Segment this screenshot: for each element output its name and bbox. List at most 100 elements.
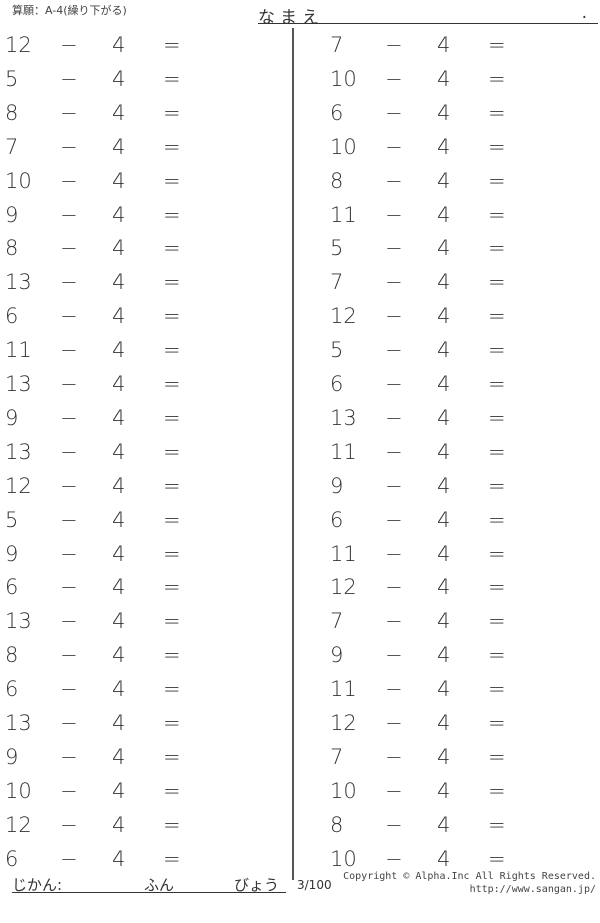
equals-sign: = bbox=[488, 236, 506, 261]
minus-sign: − bbox=[60, 202, 78, 227]
minuend: 10 bbox=[330, 846, 357, 871]
minuend: 7 bbox=[330, 609, 344, 634]
minus-sign: − bbox=[60, 711, 78, 735]
minus-sign: − bbox=[60, 575, 78, 600]
problem-row: 6 − 4 = bbox=[330, 372, 530, 402]
minus-sign: − bbox=[60, 372, 78, 396]
subtrahend: 4 bbox=[437, 66, 451, 91]
problem-row: 5 − 4 = bbox=[330, 236, 530, 266]
minuend: 10 bbox=[330, 778, 357, 803]
equals-sign: = bbox=[163, 575, 181, 600]
problem-row: 9 − 4 = bbox=[5, 406, 205, 436]
problem-row: 5 − 4 = bbox=[5, 508, 205, 538]
minus-sign: − bbox=[385, 744, 403, 769]
minus-sign: − bbox=[60, 439, 78, 464]
equals-sign: = bbox=[488, 609, 506, 634]
minuend: 13 bbox=[5, 609, 32, 634]
equals-sign: = bbox=[488, 677, 506, 702]
problem-row: 12 − 4 = bbox=[330, 575, 530, 605]
equals-sign: = bbox=[163, 609, 181, 634]
equals-sign: = bbox=[163, 711, 181, 735]
minus-sign: − bbox=[60, 236, 78, 261]
minus-sign: − bbox=[60, 744, 78, 769]
problem-row: 10 − 4 = bbox=[330, 135, 530, 165]
equals-sign: = bbox=[163, 643, 181, 668]
subtrahend: 4 bbox=[437, 405, 451, 430]
equals-sign: = bbox=[163, 507, 181, 532]
seconds-label: びょう bbox=[234, 876, 280, 894]
minuend: 11 bbox=[330, 541, 357, 566]
minus-sign: − bbox=[385, 66, 403, 91]
subtrahend: 4 bbox=[112, 66, 126, 91]
equals-sign: = bbox=[488, 439, 506, 464]
subtrahend: 4 bbox=[437, 439, 451, 464]
subtrahend: 4 bbox=[437, 575, 451, 600]
minuend: 5 bbox=[5, 66, 19, 91]
minuend: 12 bbox=[330, 304, 357, 329]
equals-sign: = bbox=[488, 744, 506, 769]
problem-row: 13 − 4 = bbox=[5, 711, 205, 741]
equals-sign: = bbox=[163, 677, 181, 702]
minuend: 6 bbox=[330, 372, 344, 396]
minuend: 12 bbox=[330, 711, 357, 735]
equals-sign: = bbox=[488, 812, 506, 837]
equals-sign: = bbox=[488, 33, 506, 57]
subtrahend: 4 bbox=[437, 744, 451, 769]
problem-row: 8 − 4 = bbox=[5, 643, 205, 673]
name-end: . bbox=[581, 3, 592, 23]
minuend: 7 bbox=[330, 744, 344, 769]
equals-sign: = bbox=[488, 338, 506, 363]
problem-row: 5 − 4 = bbox=[330, 338, 530, 368]
minus-sign: − bbox=[385, 439, 403, 464]
minuend: 8 bbox=[5, 643, 19, 668]
minuend: 13 bbox=[5, 439, 32, 464]
minus-sign: − bbox=[385, 711, 403, 735]
problem-row: 11 − 4 = bbox=[330, 542, 530, 572]
subtrahend: 4 bbox=[437, 168, 451, 193]
name-label: なまえ bbox=[258, 8, 324, 28]
equals-sign: = bbox=[163, 744, 181, 769]
subtrahend: 4 bbox=[437, 609, 451, 634]
minuend: 13 bbox=[330, 405, 357, 430]
equals-sign: = bbox=[488, 66, 506, 91]
subtrahend: 4 bbox=[112, 609, 126, 634]
minuend: 13 bbox=[5, 372, 32, 396]
equals-sign: = bbox=[163, 236, 181, 261]
minus-sign: − bbox=[385, 846, 403, 871]
problem-row: 11 − 4 = bbox=[330, 203, 530, 233]
subtrahend: 4 bbox=[437, 846, 451, 871]
minus-sign: − bbox=[60, 812, 78, 837]
minus-sign: − bbox=[385, 304, 403, 329]
minus-sign: − bbox=[60, 541, 78, 566]
equals-sign: = bbox=[488, 846, 506, 871]
equals-sign: = bbox=[488, 473, 506, 498]
minuend: 10 bbox=[5, 778, 32, 803]
minuend: 6 bbox=[5, 575, 19, 600]
name-field[interactable]: なまえ . bbox=[258, 3, 598, 28]
problem-row: 13 − 4 = bbox=[5, 609, 205, 639]
copyright: Copyright © Alpha.Inc All Rights Reserve… bbox=[343, 870, 596, 896]
minuend: 13 bbox=[5, 711, 32, 735]
problem-row: 9 − 4 = bbox=[5, 203, 205, 233]
equals-sign: = bbox=[163, 33, 181, 57]
minus-sign: − bbox=[385, 643, 403, 668]
minuend: 8 bbox=[5, 100, 19, 125]
subtrahend: 4 bbox=[437, 338, 451, 363]
time-label: じかん: bbox=[12, 876, 63, 894]
subtrahend: 4 bbox=[437, 677, 451, 702]
minuend: 8 bbox=[5, 236, 19, 261]
minuend: 9 bbox=[5, 744, 19, 769]
problem-row: 7 − 4 = bbox=[5, 135, 205, 165]
subtrahend: 4 bbox=[437, 202, 451, 227]
minuend: 6 bbox=[330, 507, 344, 532]
equals-sign: = bbox=[488, 168, 506, 193]
minuend: 9 bbox=[5, 541, 19, 566]
minus-sign: − bbox=[60, 270, 78, 295]
minuend: 7 bbox=[330, 33, 344, 57]
problem-row: 7 − 4 = bbox=[330, 609, 530, 639]
subtrahend: 4 bbox=[112, 304, 126, 329]
problem-row: 11 − 4 = bbox=[330, 440, 530, 470]
minus-sign: − bbox=[385, 134, 403, 159]
minus-sign: − bbox=[385, 372, 403, 396]
